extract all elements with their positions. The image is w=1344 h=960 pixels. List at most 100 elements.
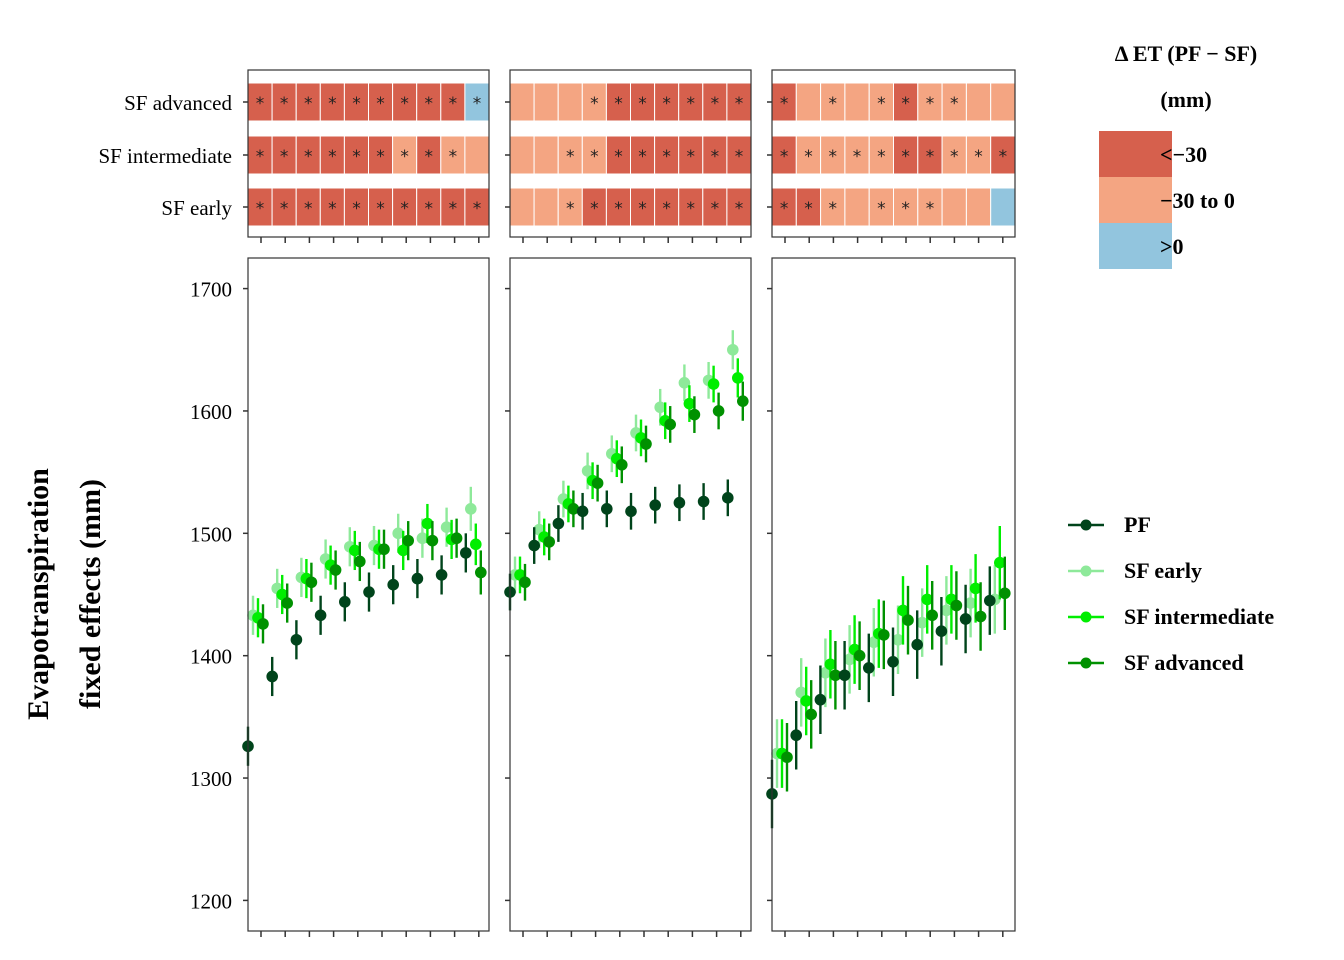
point-pf: [911, 638, 923, 651]
heatmap-cell: [533, 187, 559, 227]
significance-star: *: [638, 199, 647, 219]
point-sf-intermediate: [421, 517, 434, 530]
point-pf: [697, 495, 710, 508]
point-pf: [411, 572, 424, 585]
point-pf: [838, 669, 851, 682]
significance-star: *: [304, 147, 313, 167]
point-pf: [266, 670, 279, 683]
point-sf-advanced: [567, 503, 580, 515]
heatmap-panel-3-border: [771, 69, 1016, 238]
significance-star: *: [780, 94, 789, 114]
heatmap-cell: [319, 187, 345, 227]
significance-star: *: [256, 147, 265, 167]
significance-star: *: [829, 94, 838, 114]
significance-star: *: [280, 147, 289, 167]
significance-star: *: [999, 147, 1008, 167]
point-pf: [625, 505, 637, 518]
point-pf: [887, 656, 899, 668]
heatmap-cell: [533, 135, 559, 175]
point-sf-advanced: [712, 405, 725, 417]
point-sf-advanced: [378, 543, 390, 556]
heatmap-cell: [440, 187, 466, 227]
point-sf-intermediate: [921, 593, 933, 606]
point-pf: [649, 499, 661, 511]
significance-star: *: [804, 147, 813, 167]
significance-star: *: [711, 199, 720, 219]
significance-star: *: [687, 147, 696, 167]
point-sf-advanced: [519, 576, 531, 589]
heatmap-cell: [844, 82, 870, 122]
point-sf-intermediate: [969, 582, 982, 595]
point-sf-advanced: [329, 564, 342, 576]
plot-panel-2-border: [509, 257, 752, 932]
point-sf-advanced: [926, 609, 938, 622]
significance-star: *: [376, 199, 385, 219]
heatmap-cell: [295, 135, 321, 175]
significance-star: *: [425, 199, 434, 219]
significance-star: *: [328, 199, 337, 219]
plot-panel-2-background: [510, 258, 751, 931]
significance-star: *: [473, 94, 482, 114]
legend-key-pf-dot: [1080, 519, 1092, 531]
heatmap-cell: [820, 187, 846, 227]
point-sf-early: [678, 377, 691, 389]
heatmap-cell: [795, 82, 822, 122]
significance-star: *: [614, 199, 623, 219]
heatmap-cell: [941, 82, 967, 122]
significance-star: *: [662, 147, 671, 167]
heatmap-cell: [844, 187, 870, 227]
heatmap-cell: [392, 187, 418, 227]
point-pf: [935, 625, 948, 638]
point-sf-advanced: [281, 597, 294, 609]
significance-star: *: [687, 199, 696, 219]
heatmap-cell: [771, 82, 797, 122]
heatmap-row-label-sf-intermediate: SF intermediate: [98, 144, 232, 168]
significance-star: *: [687, 94, 696, 114]
point-sf-advanced: [640, 438, 652, 450]
legend-swatch-mid: [1099, 177, 1172, 223]
legend-label-sf-early: SF early: [1124, 558, 1202, 583]
heatmap-cell: [440, 135, 466, 175]
point-sf-early: [819, 667, 832, 679]
legend-key-sf-advanced-dot: [1080, 657, 1092, 669]
significance-star: *: [449, 147, 458, 167]
point-pf: [314, 609, 327, 622]
significance-star: *: [662, 94, 671, 114]
point-sf-early: [727, 343, 739, 356]
heatmap-cell: [820, 135, 846, 175]
heatmap-cell: [343, 82, 369, 122]
point-pf: [722, 492, 734, 504]
heatmap-cell: [990, 187, 1016, 227]
scatter-area: 1200 1300 1400 1500 1600 1700: [190, 257, 1016, 937]
point-sf-early: [465, 503, 477, 515]
significance-star: *: [950, 94, 959, 114]
heatmap-cell: [271, 135, 297, 175]
heatmap-cell: [416, 82, 442, 122]
point-pf: [601, 503, 613, 515]
heatmap-cell: [581, 135, 607, 175]
point-sf-advanced: [781, 751, 793, 764]
legend-key-sf-early-dot: [1080, 565, 1092, 577]
heatmap-cell: [965, 187, 992, 227]
point-pf: [460, 547, 472, 559]
significance-star: *: [304, 94, 313, 114]
heatmap-cell: [893, 135, 919, 175]
heatmap-cell: [820, 82, 846, 122]
significance-star: *: [352, 94, 361, 114]
point-sf-advanced: [902, 614, 914, 626]
significance-star: *: [926, 199, 935, 219]
point-sf-early: [416, 532, 429, 545]
fill-legend-title-line2: (mm): [1160, 87, 1211, 112]
point-pf: [790, 729, 802, 742]
point-sf-advanced: [688, 408, 701, 421]
significance-star: *: [425, 147, 434, 167]
heatmap-cell: [965, 135, 992, 175]
heatmap-cell: [509, 187, 535, 227]
significance-star: *: [926, 147, 935, 167]
point-sf-early: [795, 686, 807, 699]
point-sf-advanced: [616, 458, 628, 471]
point-sf-early: [940, 604, 953, 617]
point-pf: [673, 496, 686, 509]
point-pf: [290, 633, 303, 646]
significance-star: *: [566, 147, 575, 167]
